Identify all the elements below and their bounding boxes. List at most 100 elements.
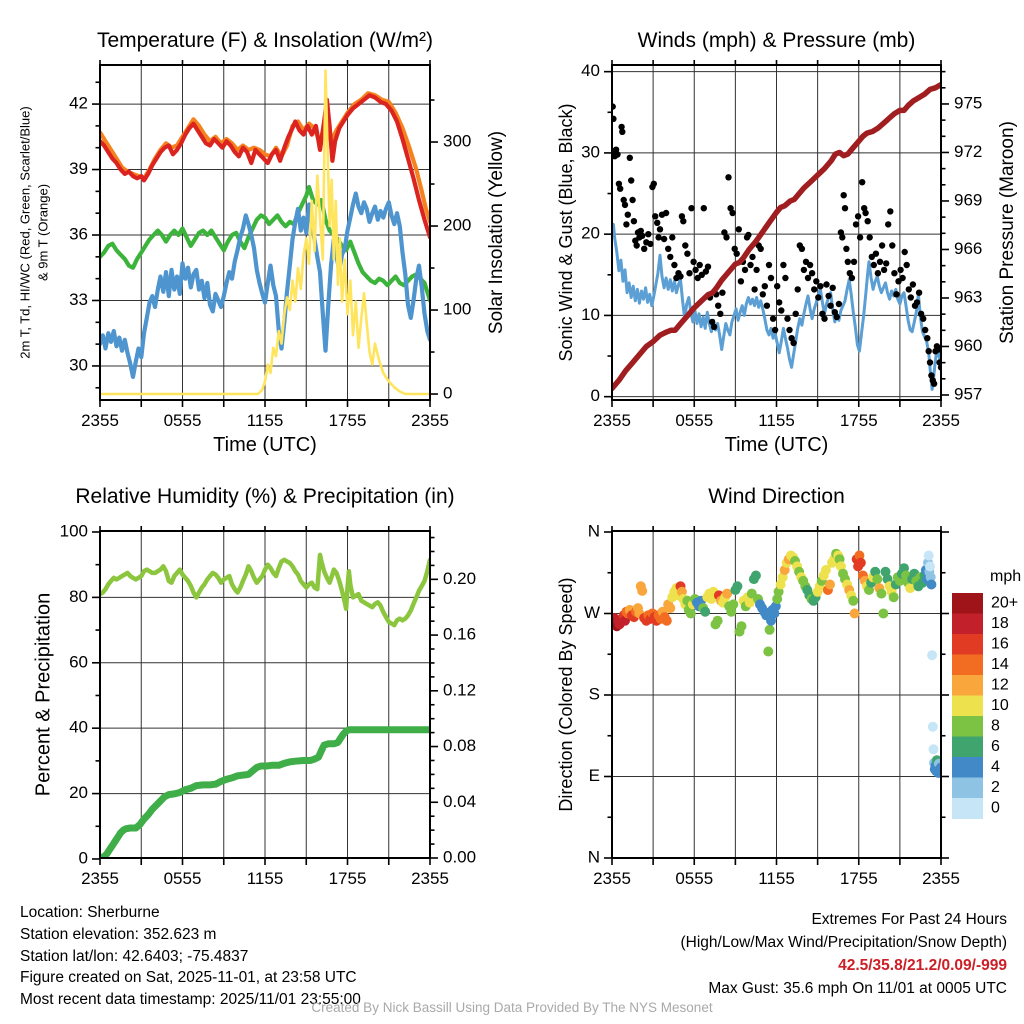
winds-pressure-chart-ytick-right: 957	[954, 384, 982, 403]
temperature-insolation-chart-xlabel: Time (UTC)	[213, 434, 317, 456]
winds-pressure-chart-ytick-left: 40	[581, 61, 600, 80]
station-elevation: Station elevation: 352.623 m	[20, 925, 217, 943]
winds-pressure-chart-xtick: 1755	[840, 411, 878, 430]
winds-pressure-chart-ylabel-left: Sonic Wind & Gust (Blue, Black)	[556, 103, 576, 361]
wind-direction-chart-xtick: 2355	[922, 869, 960, 888]
winds-pressure-chart-ylabel-right: Station Pressure (Maroon)	[997, 121, 1018, 344]
humidity-precip-chart-ytick-right: 0.12	[443, 680, 476, 699]
humidity-precip-chart-xtick: 2355	[411, 869, 449, 888]
colorbar-tick-label: 14	[991, 656, 1009, 673]
humidity-precip-chart-ytick-right: 0.08	[443, 736, 476, 755]
temperature-insolation-chart-ytick-left: 30	[69, 355, 88, 374]
winds-pressure-chart-xtick: 2355	[593, 411, 631, 430]
humidity-precip-chart-series	[100, 552, 430, 858]
winds-pressure-chart: 2355 0555 1155 1755 2355 0 10 20 30 40 957 960 963 96…	[556, 29, 1018, 456]
winds-pressure-chart-xtick: 2355	[922, 411, 960, 430]
wind-direction-chart-ylabel-left: Direction (Colored By Speed)	[556, 577, 576, 811]
temperature-insolation-chart-xtick: 0555	[164, 411, 202, 430]
temperature-insolation-chart-xtick: 1755	[329, 411, 367, 430]
humidity-precip-chart-ytick-left: 60	[69, 652, 88, 671]
temperature-insolation-chart-xtick: 1155	[247, 411, 284, 430]
winds-pressure-chart-ytick-right: 963	[954, 287, 982, 306]
winds-pressure-chart-series	[612, 81, 941, 392]
temperature-insolation-chart-xtick: 2355	[411, 411, 449, 430]
humidity-precip-chart-title: Relative Humidity (%) & Precipitation (i…	[75, 485, 454, 508]
winds-pressure-chart-ytick-left: 20	[581, 224, 600, 243]
humidity-precip-chart-ytick-right: 0.04	[443, 792, 476, 811]
wind-direction-chart: 2355 0555 1155 1755 2355 N W S E N Wind Direction D…	[556, 485, 1021, 888]
humidity-precip-chart-ytick-left: 40	[69, 718, 88, 737]
winds-pressure-chart-xtick: 1155	[758, 411, 795, 430]
sonic-wind-blue-line	[612, 222, 941, 391]
temperature-insolation-chart-ytick-right: 0	[443, 384, 452, 403]
winds-pressure-chart-ytick-right: 960	[954, 336, 982, 355]
humidity-precip-chart-ylabel-left: Percent & Precipitation	[32, 593, 54, 796]
windchill-blue-line	[100, 191, 430, 379]
colorbar-tick-label: 4	[991, 758, 1000, 775]
extremes-title: Extremes For Past 24 Hours	[811, 911, 1007, 928]
temperature-insolation-chart-ylabel-right: Solar Insolation (Yellow)	[486, 131, 507, 334]
winds-pressure-chart-title: Winds (mph) & Pressure (mb)	[638, 29, 916, 52]
wind-direction-dots	[612, 548, 941, 778]
temperature-insolation-chart-ytick-left: 36	[69, 224, 88, 243]
wind-direction-chart-xtick: 0555	[675, 869, 713, 888]
humidity-precip-chart-ytick-right: 0.20	[443, 569, 476, 588]
temperature-insolation-chart-ylabel-left: & 9m T (Orange)	[35, 184, 50, 281]
colorbar-tick-label: 8	[991, 717, 1000, 734]
humidity-precip-chart-ytick-left: 80	[69, 587, 88, 606]
humidity-precip-chart-ytick-right: 0.00	[443, 847, 476, 866]
winds-pressure-chart-ytick-left: 0	[591, 386, 600, 405]
temperature-insolation-chart-ytick-left: 33	[69, 290, 88, 309]
winds-pressure-chart-xtick: 0555	[675, 411, 713, 430]
temperature-insolation-chart-series	[100, 69, 430, 396]
temperature-insolation-chart-ytick-right: 200	[443, 216, 471, 235]
data-timestamp: Most recent data timestamp: 2025/11/01 2…	[20, 991, 361, 1009]
station-info: Location: Sherburne Station elevation: 3…	[20, 902, 361, 1011]
colorbar-tick-label: 12	[991, 676, 1009, 693]
humidity-precip-chart-ytick-left: 100	[60, 521, 88, 540]
winds-pressure-chart-ytick-right: 969	[954, 190, 982, 209]
wind-direction-chart-ticks	[604, 526, 949, 865]
wind-direction-chart-ytick-left: N	[588, 521, 600, 540]
insolation-yellow-line	[100, 69, 430, 396]
humidity-precip-chart-ytick-left: 20	[69, 783, 88, 802]
extremes-subtitle: (High/Low/Max Wind/Precipitation/Snow De…	[680, 934, 1008, 951]
figure-created: Figure created on Sat, 2025-11-01, at 23…	[20, 969, 357, 987]
humidity-precip-chart-xtick: 1155	[247, 869, 284, 888]
humidity-precip-chart-xtick: 2355	[81, 869, 119, 888]
max-gust-line: Max Gust: 35.6 mph On 11/01 at 0005 UTC	[708, 980, 1007, 997]
wind-direction-chart-ytick-left: N	[588, 847, 600, 866]
temperature-insolation-chart: 2355 0555 1155 1755 2355 30 33 36 39 42 0 100 200 300…	[17, 29, 507, 456]
pressure-maroon-line	[612, 81, 941, 392]
winds-pressure-chart-ytick-right: 975	[954, 93, 982, 112]
wind-direction-chart-xtick: 2355	[593, 869, 631, 888]
colorbar-tick-label: 10	[991, 697, 1009, 714]
temperature-insolation-chart-grid	[99, 65, 431, 400]
gust-black-dots	[612, 103, 941, 387]
colorbar-tick-label: 6	[991, 738, 1000, 755]
station-latlon: Station lat/lon: 42.6403; -75.4837	[20, 947, 249, 965]
humidity-precip-chart-ytick-right: 0.16	[443, 625, 476, 644]
credit-footer: Created By Nick Bassill Using Data Provi…	[311, 1000, 713, 1015]
winds-pressure-chart-ticks	[604, 60, 949, 407]
station-location: Location: Sherburne	[20, 904, 160, 921]
dewpoint-green-line	[100, 184, 430, 303]
colorbar-tick-label: 18	[991, 615, 1009, 632]
colorbar-tick-label: 2	[991, 779, 1000, 796]
winds-pressure-chart-ytick-right: 972	[954, 142, 982, 161]
relative-humidity-line	[100, 552, 430, 628]
wind-direction-chart-xtick: 1155	[758, 869, 795, 888]
temperature-insolation-chart-xtick: 2355	[81, 411, 119, 430]
humidity-precip-chart-ticks	[92, 526, 438, 865]
colorbar-units-label: mph	[990, 568, 1021, 585]
temperature-insolation-chart-title: Temperature (F) & Insolation (W/m²)	[97, 29, 433, 52]
winds-pressure-chart-xlabel: Time (UTC)	[725, 434, 829, 456]
wind-direction-chart-title: Wind Direction	[708, 485, 845, 508]
extremes-summary: Extremes For Past 24 Hours (High/Low/Max…	[681, 908, 1008, 1000]
humidity-precip-chart-xtick: 1755	[329, 869, 367, 888]
winds-pressure-chart-ytick-left: 10	[581, 305, 600, 324]
2m-temp-red-line	[100, 93, 430, 240]
wind-direction-chart-xtick: 1755	[840, 869, 878, 888]
temperature-insolation-chart-ylabel-left: 2m T, Td, HI/WC (Red, Green, Scarlet/Blu…	[17, 106, 32, 358]
